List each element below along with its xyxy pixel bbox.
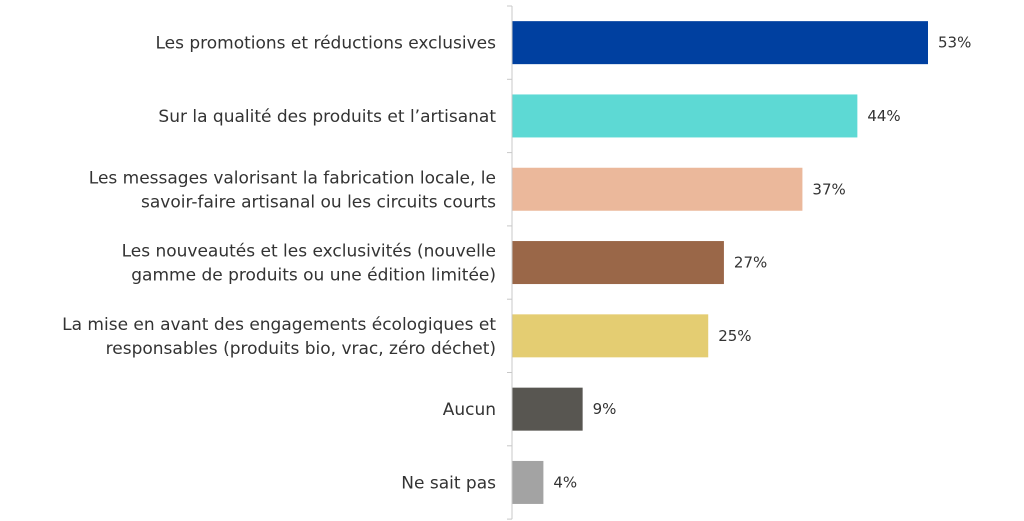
bar (512, 21, 928, 65)
category-label: Les promotions et réductions exclusives (155, 34, 496, 54)
bar-value-label: 25% (718, 327, 751, 345)
labels-group: 53% Les promotions et réductions exclusiv… (62, 34, 971, 494)
bar-value-label: 9% (593, 400, 617, 418)
category-label: Les nouveautés et les exclusivités (nouv… (122, 242, 496, 286)
bar-value-label: 4% (553, 473, 577, 491)
bar-value-label: 53% (938, 34, 971, 52)
bars-group (512, 21, 928, 504)
bar (512, 387, 583, 431)
bar (512, 94, 858, 138)
bar (512, 314, 709, 358)
category-axis (507, 5, 513, 520)
category-label: La mise en avant des engagements écologi… (62, 315, 496, 359)
bar (512, 241, 724, 285)
bar (512, 167, 803, 211)
category-label: Aucun (443, 400, 496, 420)
category-label: Ne sait pas (401, 473, 496, 493)
bar-value-label: 44% (867, 107, 900, 125)
category-label: Les messages valorisant la fabrication l… (89, 168, 496, 212)
bar-value-label: 27% (734, 254, 767, 272)
bar (512, 460, 544, 504)
category-label: Sur la qualité des produits et l’artisan… (158, 107, 496, 127)
bar-value-label: 37% (812, 180, 845, 198)
